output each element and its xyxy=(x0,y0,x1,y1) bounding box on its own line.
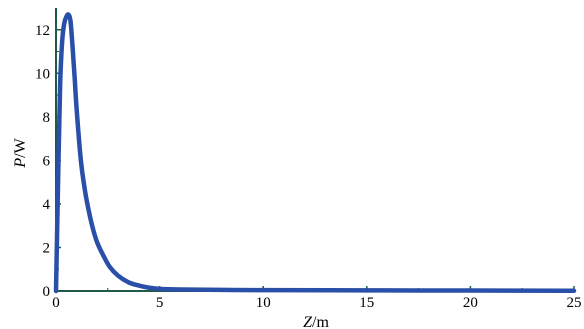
tick-marks xyxy=(55,29,575,292)
y-tick-label: 8 xyxy=(43,110,51,126)
axes xyxy=(55,8,574,292)
y-tick-label: 6 xyxy=(43,153,51,169)
y-axis-label: P/W xyxy=(12,137,29,168)
y-tick-label: 10 xyxy=(35,66,50,82)
x-axis-unit: /m xyxy=(312,314,329,329)
y-axis-unit: /W xyxy=(12,137,29,157)
x-tick-label: 10 xyxy=(256,295,271,311)
x-tick-labels: 0 5 10 15 20 25 xyxy=(52,295,581,311)
x-tick-label: 5 xyxy=(156,295,164,311)
x-axis-label: Z/m xyxy=(303,314,329,329)
x-tick-label: 0 xyxy=(52,295,60,311)
y-tick-label: 0 xyxy=(43,284,51,300)
y-tick-labels: 0 2 4 6 8 10 12 xyxy=(35,23,51,300)
y-tick-label: 2 xyxy=(43,240,51,256)
x-tick-label: 20 xyxy=(463,295,478,311)
x-tick-label: 15 xyxy=(359,295,374,311)
x-axis-var: Z xyxy=(303,314,313,329)
series-group xyxy=(53,12,577,294)
x-tick-label: 25 xyxy=(567,295,582,311)
y-tick-label: 12 xyxy=(35,23,50,39)
y-tick-label: 4 xyxy=(43,197,51,213)
series-line xyxy=(53,12,577,294)
y-axis-var: P xyxy=(12,158,29,169)
